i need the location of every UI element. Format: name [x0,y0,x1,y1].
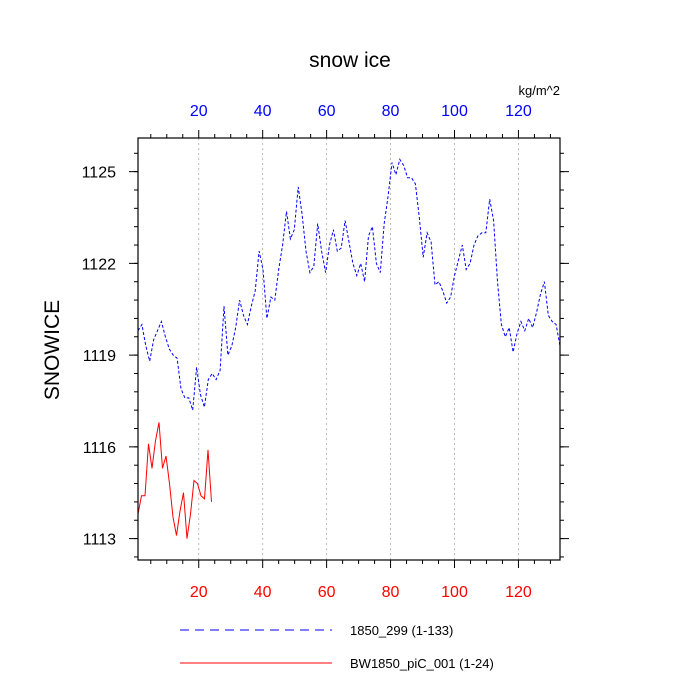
legend-label-bw1850: BW1850_piC_001 (1-24) [350,656,494,671]
x-tick-label-bottom: 40 [254,584,272,601]
series-lines [137,158,561,539]
x-tick-label-bottom: 80 [382,584,400,601]
tick-labels: 20 20 40 40 60 60 80 80 100 100 120 120 1113 1116 1119… [82,103,532,601]
series-line-1850-299 [137,158,561,411]
x-tick-label-top: 60 [318,103,336,120]
series-line-bw1850-pic-001 [137,422,212,539]
plot-frame [137,137,561,561]
top-axis-units-label: kg/m^2 [518,83,560,98]
x-tick-label-top: 80 [382,103,400,120]
y-tick-label: 1116 [83,440,116,457]
x-tick-label-top: 100 [441,103,468,120]
grid [198,138,519,560]
x-tick-label-bottom: 20 [190,584,208,601]
y-tick-label: 1119 [83,348,116,365]
y-tick-label: 1113 [83,532,116,549]
legend: 1850_299 (1-133) BW1850_piC_001 (1-24) [180,623,494,671]
x-tick-label-top: 40 [254,103,272,120]
x-tick-label-top: 20 [190,103,208,120]
legend-label-1850-299: 1850_299 (1-133) [350,623,453,638]
x-tick-label-bottom: 60 [318,584,336,601]
y-tick-label: 1125 [82,165,117,182]
chart-title: snow ice [309,49,391,72]
x-tick-label-top: 120 [505,103,532,120]
x-tick-label-bottom: 100 [441,584,468,601]
axis-ticks [129,130,569,568]
y-axis-label: SNOWICE [41,300,64,400]
y-tick-label: 1122 [82,256,117,273]
x-tick-label-bottom: 120 [505,584,532,601]
